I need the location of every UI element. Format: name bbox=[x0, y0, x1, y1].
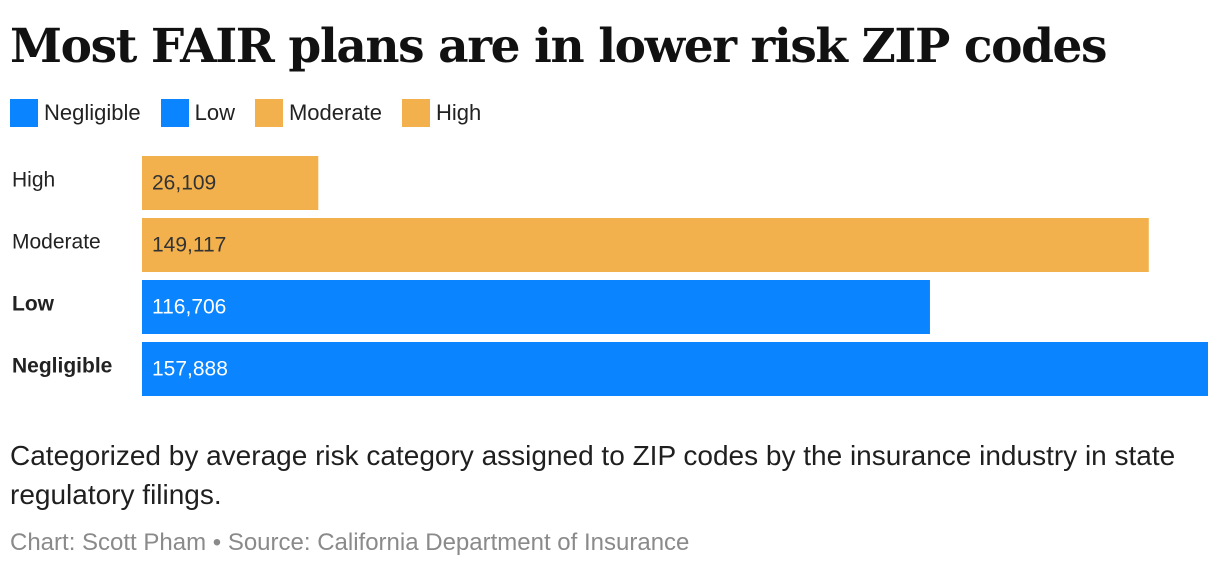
bar-value-label-low: 116,706 bbox=[152, 296, 226, 319]
legend-item-negligible: Negligible bbox=[10, 99, 141, 127]
bar-chart: High 26,109 Moderate 149,117 Low 116,706 Negli… bbox=[12, 156, 1208, 396]
row-label-high: High bbox=[12, 169, 55, 192]
legend-item-low: Low bbox=[160, 99, 235, 127]
bar-value-label-high: 26,109 bbox=[152, 172, 216, 195]
bar-moderate bbox=[142, 218, 1149, 272]
bar-row-high: High 26,109 bbox=[12, 156, 319, 210]
bar-row-moderate: Moderate 149,117 bbox=[12, 218, 1149, 272]
bar-row-low: Low 116,706 bbox=[12, 280, 930, 334]
row-label-low: Low bbox=[12, 293, 55, 316]
legend-label-moderate: Moderate bbox=[288, 100, 382, 125]
row-label-moderate: Moderate bbox=[12, 231, 101, 254]
legend-swatch-low bbox=[160, 99, 189, 127]
legend-label-low: Low bbox=[194, 100, 235, 125]
chart-credit: Chart: Scott Pham • Source: California D… bbox=[10, 529, 690, 556]
legend-label-negligible: Negligible bbox=[44, 100, 141, 125]
chart-legend: Negligible Low Moderate High bbox=[10, 97, 501, 129]
bar-high bbox=[142, 156, 319, 210]
row-label-negligible: Negligible bbox=[12, 355, 112, 378]
legend-swatch-high bbox=[401, 99, 430, 127]
bar-low bbox=[142, 280, 930, 334]
legend-item-moderate: Moderate bbox=[254, 99, 382, 127]
bar-row-negligible: Negligible 157,888 bbox=[12, 342, 1208, 396]
legend-swatch-moderate bbox=[254, 99, 283, 127]
legend-swatch-negligible bbox=[10, 99, 38, 127]
bar-value-label-moderate: 149,117 bbox=[152, 234, 226, 257]
legend-item-high: High bbox=[401, 99, 482, 127]
bar-value-label-negligible: 157,888 bbox=[152, 358, 228, 381]
chart-title: Most FAIR plans are in lower risk ZIP co… bbox=[10, 19, 1108, 74]
bar-negligible bbox=[142, 342, 1208, 396]
legend-label-high: High bbox=[435, 100, 482, 125]
chart-subtitle: Categorized by average risk category ass… bbox=[10, 440, 1176, 510]
